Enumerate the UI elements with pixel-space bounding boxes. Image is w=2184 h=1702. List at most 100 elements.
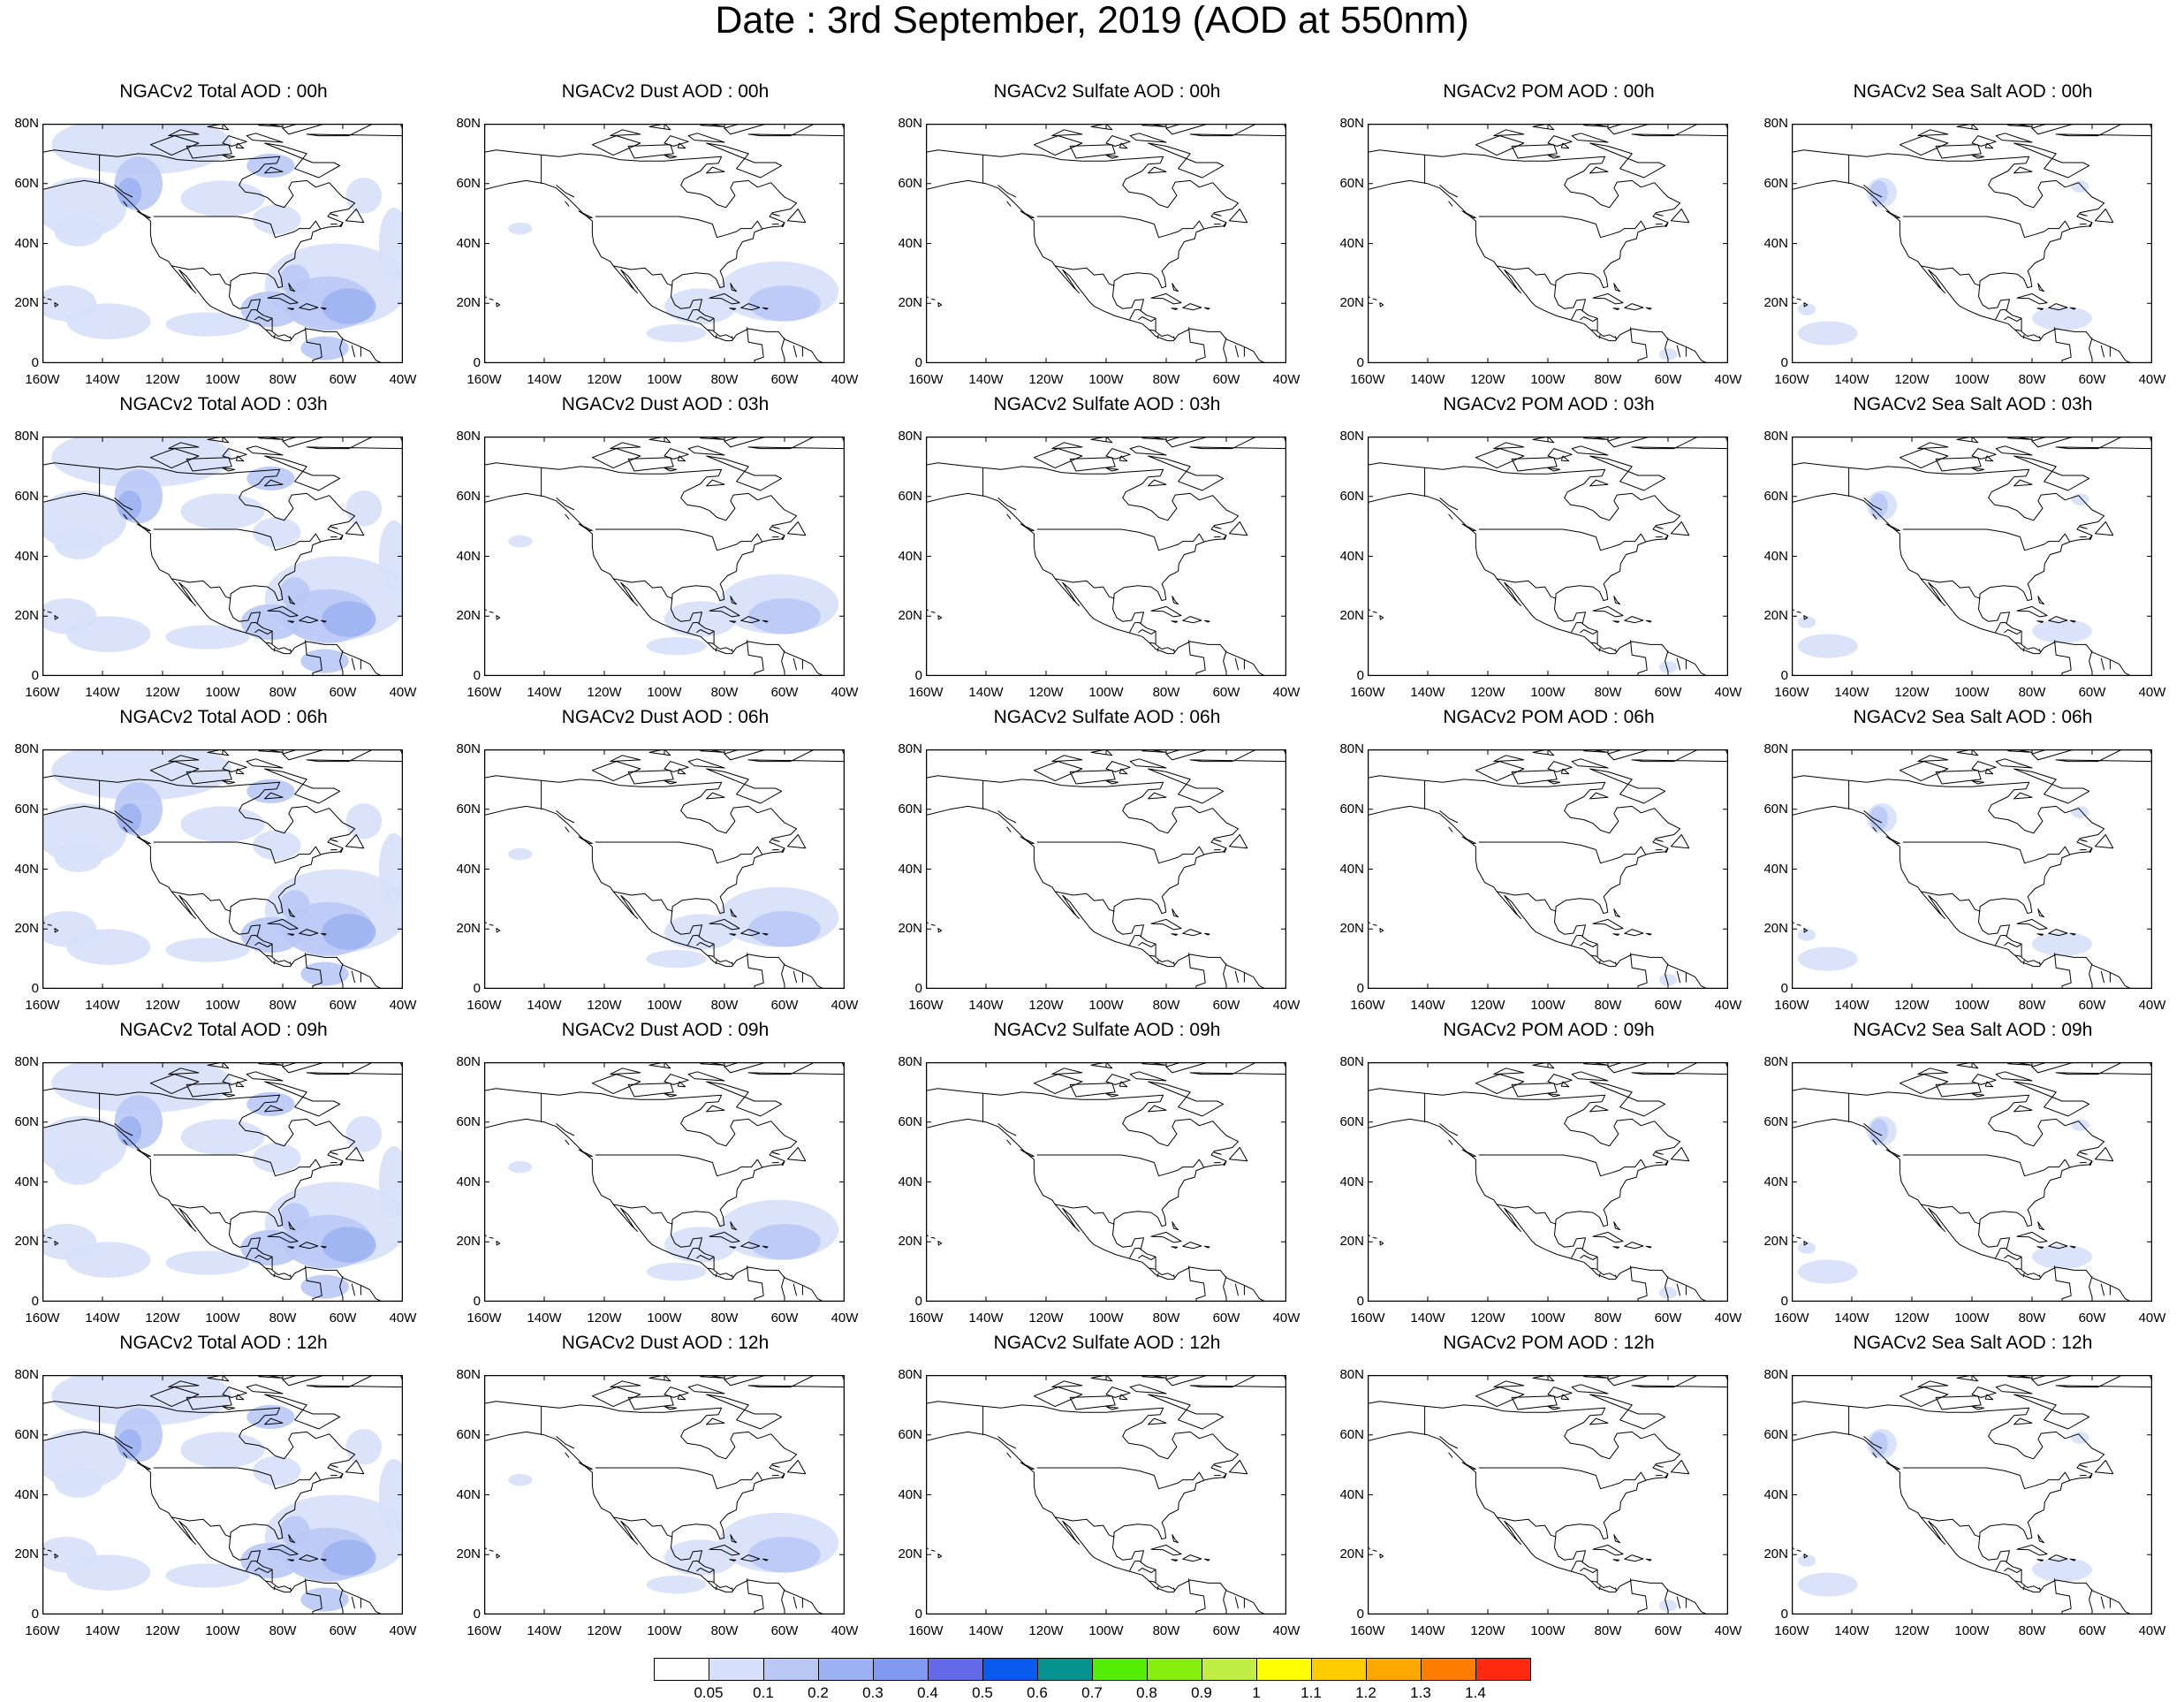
country-border: [781, 1589, 785, 1611]
aod-shading: [646, 323, 707, 343]
aod-map: [42, 1062, 403, 1302]
aod-shading: [51, 437, 232, 488]
y-tick-label: 0: [914, 1294, 922, 1309]
island-outline: [729, 308, 737, 310]
country-border: [2054, 1265, 2072, 1302]
aod-shading: [54, 1155, 102, 1185]
map-background: [926, 437, 1286, 676]
island-outline: [321, 307, 327, 310]
country-border: [246, 1247, 258, 1258]
x-tick-label: 60W: [1212, 372, 1240, 387]
country-border: [153, 1467, 321, 1490]
island-outline: [1956, 1375, 1979, 1382]
island-outline: [1051, 1380, 1083, 1388]
x-tick-label: 100W: [1954, 1623, 1990, 1638]
island-outline: [1204, 1558, 1210, 1561]
coastline: [926, 149, 1240, 338]
island-outline: [1803, 1554, 1809, 1559]
island-outline: [282, 1062, 326, 1074]
coastline: [42, 492, 383, 676]
x-tick-label: 80W: [269, 685, 297, 700]
island-outline: [321, 1245, 327, 1249]
country-border: [305, 327, 322, 363]
aod-shading: [322, 601, 376, 637]
island-outline: [1189, 1375, 1286, 1388]
country-border: [781, 1276, 785, 1298]
island-outline: [610, 442, 641, 450]
country-border: [254, 942, 273, 948]
country-border: [171, 265, 231, 286]
island-outline: [930, 1236, 936, 1239]
island-outline: [2016, 1544, 2048, 1556]
x-tick-label: 40W: [2138, 1623, 2166, 1638]
island-outline: [1051, 129, 1083, 137]
x-tick-label: 100W: [205, 998, 240, 1013]
island-outline: [1631, 124, 1728, 137]
island-outline: [1571, 133, 1609, 143]
y-tick-label: 80N: [1763, 1054, 1788, 1069]
y-tick-label: 0: [914, 1607, 922, 1622]
island-outline: [1148, 792, 1167, 800]
country-border: [1149, 954, 1156, 957]
x-tick-label: 140W: [1834, 372, 1869, 387]
country-border: [1138, 942, 1156, 948]
island-outline: [1665, 222, 1669, 227]
country-border: [1173, 961, 1175, 966]
y-tick-label: 20N: [898, 295, 922, 311]
x-tick-label: 120W: [145, 685, 180, 700]
island-outline: [2079, 526, 2088, 529]
island-outline: [724, 1062, 768, 1074]
island-outline: [1589, 142, 1666, 179]
x-tick-label: 40W: [1714, 1311, 1742, 1326]
x-tick-label: 80W: [1152, 998, 1180, 1013]
island-outline: [1150, 605, 1182, 618]
island-outline: [1624, 616, 1644, 624]
country-border: [1863, 810, 1883, 824]
country-border: [1995, 308, 2007, 320]
colorbar-label: 0.05: [694, 1684, 724, 1701]
island-outline: [1935, 1395, 1982, 1410]
country-border: [339, 963, 344, 985]
x-tick-label: 120W: [1894, 998, 1930, 1013]
country-border: [1598, 334, 1601, 339]
y-tick-label: 0: [1780, 1294, 1788, 1309]
island-outline: [2094, 1460, 2114, 1475]
island-outline: [1646, 1558, 1652, 1561]
island-outline: [2055, 1375, 2152, 1388]
island-outline: [1589, 1105, 1609, 1113]
country-border: [747, 640, 764, 676]
map-panel-total-4: NGACv2 Total AOD : 12h 80N 60N 40N 20N 0 160W 1…: [0, 1331, 442, 1645]
island-outline: [2036, 620, 2044, 623]
aod-shading: [165, 1250, 250, 1275]
island-outline: [1971, 448, 1997, 460]
aod-shading: [1797, 321, 1858, 346]
island-outline: [1631, 749, 1728, 763]
island-outline: [246, 133, 284, 143]
colorbar-swatch: [654, 1658, 709, 1681]
island-outline: [709, 1231, 740, 1243]
island-outline: [926, 1547, 929, 1550]
country-border: [595, 1467, 762, 1490]
island-outline: [1020, 836, 1035, 844]
aod-shading: [279, 577, 310, 608]
island-outline: [1592, 605, 1624, 618]
map-panel-total-1: NGACv2 Total AOD : 03h 80N 60N 40N 20N 0 160W 1…: [0, 392, 442, 706]
aod-map: [926, 437, 1286, 676]
island-outline: [306, 1062, 403, 1075]
island-outline: [664, 761, 689, 772]
aod-shading: [508, 1473, 533, 1486]
island-outline: [627, 1395, 674, 1410]
x-tick-label: 120W: [1028, 1623, 1064, 1638]
x-tick-label: 40W: [1272, 1311, 1301, 1326]
y-tick-label: 40N: [898, 1486, 922, 1502]
island-outline: [321, 619, 327, 623]
island-outline: [1607, 749, 1651, 761]
country-border: [1188, 1265, 1206, 1302]
island-outline: [1475, 761, 1525, 782]
island-outline: [136, 210, 151, 218]
island-outline: [299, 303, 319, 311]
country-border: [1665, 650, 1669, 672]
island-outline: [1547, 1387, 1573, 1398]
aod-shading: [180, 180, 265, 217]
island-outline: [1885, 1462, 1900, 1470]
